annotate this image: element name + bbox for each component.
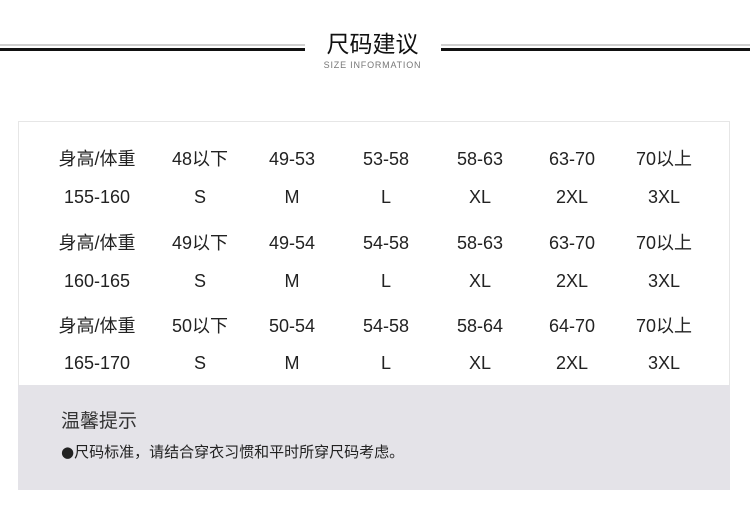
size-label: L [380,353,391,373]
weight-range: 70以上 [635,316,693,336]
weight-range: 64-70 [548,316,596,336]
height-range: 160-165 [63,271,131,291]
weight-range: 50-54 [268,316,316,336]
weight-range: 70以上 [635,149,693,169]
row-label: 身高/体重 [58,233,136,253]
weight-range: 50以下 [171,316,229,336]
weight-range: 49-54 [268,233,316,253]
size-label: M [284,271,300,291]
weight-range: 48以下 [171,149,229,169]
weight-range: 58-63 [456,149,504,169]
notes-title: 温馨提示 [61,410,138,432]
size-label: 2XL [555,187,589,207]
row-label: 身高/体重 [58,316,136,336]
size-label: 2XL [555,271,589,291]
header-divider-left-bold [0,48,305,51]
page-subtitle: SIZE INFORMATION [323,60,422,70]
weight-range: 63-70 [548,233,596,253]
notes-text: ●尺码标准，请结合穿衣习惯和平时所穿尺码考虑。 [61,443,405,461]
size-label: S [193,187,206,207]
size-label: M [284,187,300,207]
size-label: 3XL [647,353,681,373]
size-label: 3XL [647,187,681,207]
weight-range: 49-53 [268,149,316,169]
header-divider-left [0,44,305,46]
size-label: XL [468,271,492,291]
height-range: 155-160 [63,187,131,207]
weight-range: 53-58 [362,149,410,169]
size-label: XL [468,353,492,373]
row-label: 身高/体重 [58,149,136,169]
weight-range: 49以下 [171,233,229,253]
page-title: 尺码建议 [326,32,419,58]
weight-range: 70以上 [635,233,693,253]
header-divider-right [441,44,750,46]
weight-range: 63-70 [548,149,596,169]
height-range: 165-170 [63,353,131,373]
size-label: S [193,271,206,291]
weight-range: 54-58 [362,233,410,253]
weight-range: 54-58 [362,316,410,336]
weight-range: 58-64 [456,316,504,336]
notes-panel: 温馨提示 ●尺码标准，请结合穿衣习惯和平时所穿尺码考虑。 [18,385,730,490]
header-divider-right-bold [441,48,750,51]
weight-range: 58-63 [456,233,504,253]
size-label: 2XL [555,353,589,373]
size-label: M [284,353,300,373]
size-label: 3XL [647,271,681,291]
size-label: XL [468,187,492,207]
size-label: L [380,271,391,291]
size-label: S [193,353,206,373]
size-label: L [380,187,391,207]
